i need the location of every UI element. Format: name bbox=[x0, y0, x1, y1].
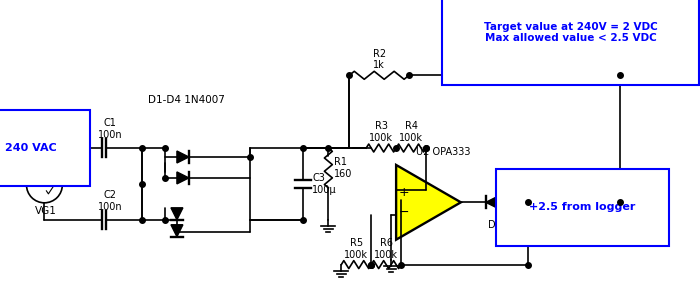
Polygon shape bbox=[396, 165, 461, 240]
Text: +2.5 from logger: +2.5 from logger bbox=[529, 202, 636, 212]
Text: 240 VAC: 240 VAC bbox=[5, 143, 56, 153]
Text: OUTPUT: OUTPUT bbox=[625, 67, 676, 77]
Text: +: + bbox=[399, 186, 409, 199]
Text: U2 OPA333: U2 OPA333 bbox=[416, 147, 470, 157]
Text: R6
100k: R6 100k bbox=[374, 238, 398, 260]
Polygon shape bbox=[171, 225, 183, 237]
Text: D1-D4 1N4007: D1-D4 1N4007 bbox=[148, 95, 225, 105]
Text: R5
100k: R5 100k bbox=[344, 238, 368, 260]
Text: R1
160: R1 160 bbox=[335, 157, 353, 179]
Polygon shape bbox=[486, 196, 498, 208]
Polygon shape bbox=[171, 208, 183, 220]
Text: −: − bbox=[399, 206, 409, 219]
Text: C2
100n: C2 100n bbox=[98, 190, 122, 212]
Text: R3
100k: R3 100k bbox=[369, 122, 393, 143]
Polygon shape bbox=[177, 151, 189, 163]
Text: REF: REF bbox=[625, 197, 649, 207]
Text: R4
100k: R4 100k bbox=[399, 122, 423, 143]
Text: Target value at 240V = 2 VDC
Max allowed value < 2.5 VDC: Target value at 240V = 2 VDC Max allowed… bbox=[484, 22, 657, 43]
Text: R2
1k: R2 1k bbox=[372, 49, 386, 70]
Text: VG1: VG1 bbox=[34, 206, 56, 216]
Polygon shape bbox=[177, 172, 189, 184]
Text: D5 1N4148: D5 1N4148 bbox=[488, 220, 542, 230]
Text: +: + bbox=[34, 174, 43, 184]
Text: C3
100μ: C3 100μ bbox=[312, 173, 337, 195]
Text: C1
100n: C1 100n bbox=[98, 119, 122, 140]
